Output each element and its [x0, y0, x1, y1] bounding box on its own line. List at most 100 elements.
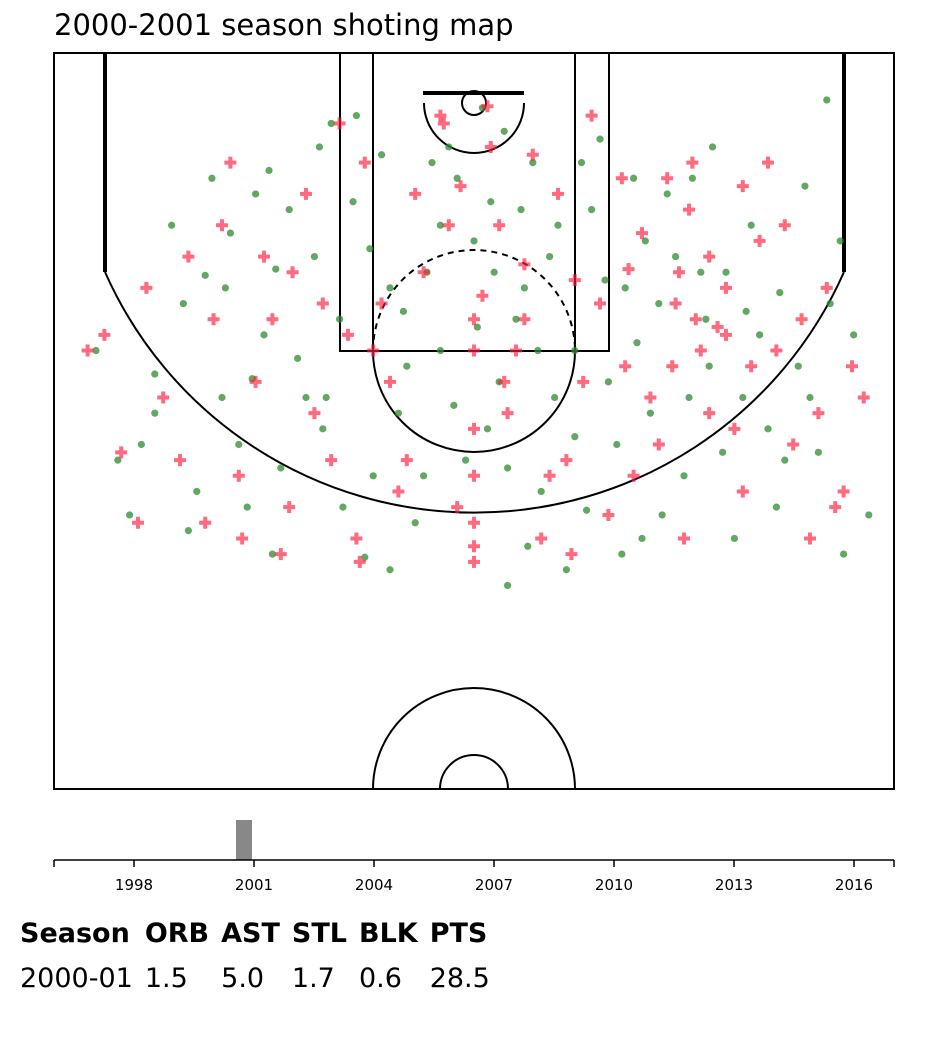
season-timeline[interactable]: 1998 2001 2004 2007 2010 2013 2016: [0, 800, 952, 900]
made-shot-point: [764, 425, 772, 433]
missed-shot-point: [694, 344, 707, 357]
made-shot-point: [672, 252, 680, 261]
made-shot-point: [601, 276, 609, 284]
made-shot-point: [336, 315, 344, 323]
missed-shot-point: [669, 297, 682, 310]
made-shot-point: [473, 323, 481, 331]
made-shot-point: [399, 307, 408, 315]
made-shot-point: [520, 284, 529, 292]
missed-shot-point: [207, 313, 220, 326]
missed-shot-point: [232, 469, 245, 482]
made-shot-point: [722, 268, 730, 276]
made-shot-point: [168, 221, 176, 229]
made-shot-point: [571, 433, 579, 441]
missed-shot-point: [666, 360, 679, 373]
missed-shot-point: [286, 266, 299, 279]
value-stl: 1.7: [291, 963, 335, 994]
value-season: 2000-01: [20, 963, 133, 994]
missed-shot-point: [417, 266, 430, 279]
timeline-tick-label: 2013: [715, 876, 753, 894]
selected-season-bar[interactable]: [236, 820, 252, 860]
missed-shot-point: [745, 360, 758, 373]
made-shot-point: [243, 503, 251, 511]
made-shot-point: [582, 506, 591, 514]
free-throw-circle-top: [372, 249, 576, 352]
made-shot-point: [865, 511, 873, 519]
made-shot-point: [235, 440, 243, 449]
missed-shot-point: [795, 313, 808, 326]
header-pts: PTS: [429, 918, 488, 949]
made-shot-point: [658, 511, 666, 519]
missed-shot-point: [711, 321, 724, 334]
timeline-ticks: 1998 2001 2004 2007 2010 2013 2016: [115, 860, 873, 894]
missed-shot-point: [615, 172, 628, 185]
missed-shot-point: [316, 297, 329, 310]
missed-shot-point: [683, 203, 696, 216]
made-shot-point: [708, 143, 717, 151]
timeline-tick-label: 2001: [235, 876, 273, 894]
made-shot-point: [349, 198, 357, 206]
missed-shot-point: [770, 344, 783, 357]
missed-shot-point: [468, 344, 480, 357]
made-shot-point: [781, 456, 789, 464]
made-shots-layer: [92, 96, 873, 590]
missed-shot-point: [132, 516, 144, 529]
made-shot-point: [801, 182, 809, 190]
missed-shot-point: [585, 109, 598, 122]
made-shot-point: [772, 503, 781, 511]
made-shot-point: [806, 393, 814, 402]
made-shot-point: [840, 550, 848, 558]
header-ast: AST: [221, 918, 280, 949]
made-shot-point: [577, 159, 586, 167]
made-shot-point: [697, 268, 705, 276]
made-shot-point: [450, 401, 458, 409]
missed-shot-point: [829, 501, 842, 514]
made-shot-point: [272, 265, 280, 273]
missed-shot-point: [81, 344, 94, 357]
made-shot-point: [826, 299, 834, 308]
made-shot-point: [705, 362, 713, 370]
made-shot-point: [571, 346, 579, 355]
made-shot-point: [554, 221, 562, 229]
missed-shot-point: [820, 281, 833, 294]
missed-shot-point: [686, 156, 699, 169]
missed-shot-point: [174, 454, 186, 467]
made-shot-point: [702, 315, 710, 323]
timeline-tick-label: 2007: [475, 876, 513, 894]
missed-shots-layer: [81, 100, 870, 568]
missed-shot-point: [644, 391, 657, 404]
missed-shot-point: [594, 297, 606, 310]
center-circle-outer: [372, 687, 576, 790]
made-shot-point: [641, 237, 649, 245]
made-shot-point: [137, 440, 145, 449]
season-stats-table: Season ORB AST STL BLK PTS 2000-01 1.5 5…: [20, 918, 502, 994]
made-shot-point: [638, 534, 646, 543]
missed-shot-point: [375, 297, 388, 310]
made-shot-point: [814, 448, 823, 456]
missed-shot-point: [493, 219, 506, 232]
timeline-tick-label: 2010: [595, 876, 633, 894]
missed-shot-point: [358, 156, 371, 169]
header-season: Season: [20, 918, 130, 949]
made-shot-point: [529, 159, 537, 167]
missed-shot-point: [308, 407, 321, 420]
made-shot-point: [504, 464, 512, 472]
missed-shot-point: [333, 117, 346, 130]
made-shot-point: [208, 174, 216, 182]
made-shot-point: [688, 174, 697, 182]
missed-shot-point: [736, 180, 749, 193]
missed-shot-point: [409, 187, 422, 200]
center-circle-inner: [439, 754, 509, 790]
made-shot-point: [655, 299, 663, 308]
missed-shot-point: [728, 422, 741, 435]
made-shot-point: [361, 553, 369, 561]
missed-shot-point: [481, 100, 494, 113]
missed-shot-point: [501, 407, 514, 420]
three-point-arc: [104, 271, 845, 514]
missed-shot-point: [283, 501, 296, 514]
made-shot-point: [319, 425, 327, 433]
missed-shot-point: [442, 219, 455, 232]
missed-shot-point: [350, 532, 363, 545]
made-shot-point: [260, 331, 268, 339]
value-orb: 1.5: [144, 963, 188, 994]
